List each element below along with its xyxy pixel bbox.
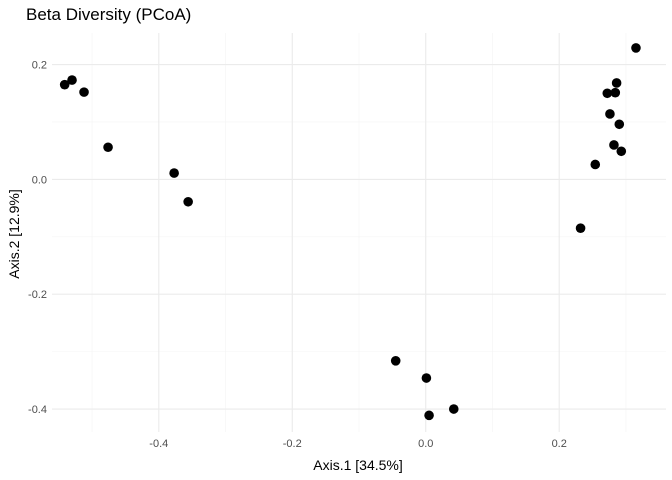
y-tick-label: 0.0 (32, 174, 47, 186)
data-point (614, 119, 625, 130)
data-point (602, 88, 613, 99)
x-tick-label: 0.2 (552, 438, 567, 450)
y-tick-label: 0.2 (32, 60, 47, 72)
y-tick-labels: -0.4 -0.2 0.0 0.2 (28, 60, 47, 416)
y-tick-label: -0.2 (28, 289, 47, 301)
data-point (575, 223, 586, 233)
data-point (611, 78, 622, 88)
x-tick-label: -0.4 (149, 438, 168, 450)
data-point (448, 404, 459, 414)
data-point (631, 43, 641, 53)
data-point (590, 159, 601, 170)
x-tick-labels: -0.4 -0.2 0.0 0.2 (149, 438, 567, 450)
y-axis-label: Axis.2 [12.9%] (6, 189, 22, 279)
data-point (59, 79, 70, 90)
data-point (67, 75, 77, 85)
x-axis-label: Axis.1 [34.5%] (313, 457, 403, 473)
data-point (390, 356, 401, 366)
data-point (421, 373, 432, 383)
data-point (169, 168, 179, 178)
chart-title: Beta Diversity (PCoA) (26, 5, 191, 24)
plot-grid (52, 33, 666, 432)
data-point (610, 87, 621, 98)
y-tick-label: -0.4 (28, 404, 47, 416)
data-point (605, 109, 615, 119)
x-tick-label: -0.2 (283, 438, 302, 450)
data-points (59, 43, 641, 421)
data-point (103, 142, 113, 153)
data-point (609, 140, 619, 150)
data-point (424, 410, 434, 421)
data-point (79, 87, 89, 97)
data-point (616, 146, 627, 157)
x-tick-label: 0.0 (418, 438, 433, 450)
data-point (183, 196, 193, 207)
